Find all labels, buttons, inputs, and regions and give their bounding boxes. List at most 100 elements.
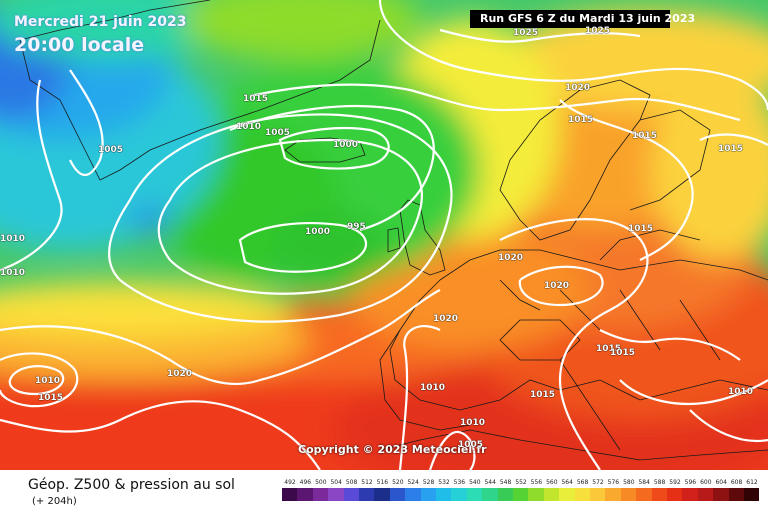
legend-tick: 508 <box>345 479 358 486</box>
legend-tick: 552 <box>515 479 527 486</box>
legend-swatch <box>405 488 421 501</box>
legend-tick: 548 <box>499 479 512 486</box>
run-info: Run GFS 6 Z du Mardi 13 juin 2023 <box>480 12 696 25</box>
isobar-label: 1015 <box>632 131 658 141</box>
isobar-label: 1015 <box>38 393 64 403</box>
legend-tick: 504 <box>330 479 342 486</box>
legend-swatch <box>590 488 606 501</box>
legend-swatch <box>328 488 344 501</box>
legend-tick: 516 <box>376 479 389 486</box>
geopotential-map <box>0 0 768 470</box>
legend-tick: 576 <box>607 479 620 486</box>
isobar-label: 1025 <box>585 26 611 36</box>
isobar-label: 1020 <box>433 314 459 324</box>
legend-tick: 500 <box>315 479 327 486</box>
isobar-label: 1005 <box>98 145 124 155</box>
legend-tick: 540 <box>469 479 481 486</box>
legend-tick: 512 <box>361 479 373 486</box>
isobar-label: 1015 <box>718 144 744 154</box>
legend-swatch <box>636 488 652 501</box>
legend-swatch <box>528 488 544 501</box>
isobar-label: 1015 <box>568 115 594 125</box>
isobar-label: 1020 <box>167 369 193 379</box>
legend-tick: 496 <box>299 479 312 486</box>
isobar-label: 1010 <box>460 418 486 428</box>
isobar-label: 1000 <box>333 140 359 150</box>
legend-swatch <box>728 488 744 501</box>
legend-tick: 556 <box>530 479 543 486</box>
copyright-text: Copyright © 2023 Meteociel.fr <box>298 443 487 456</box>
legend-swatch <box>374 488 390 501</box>
legend-tick: 588 <box>653 479 666 486</box>
isobar-label: 1020 <box>565 83 591 93</box>
run-info-box <box>470 10 670 28</box>
legend-swatch <box>559 488 575 501</box>
isobar-label: 1015 <box>243 94 269 104</box>
isobar-label: 1010 <box>0 268 26 278</box>
legend-tick: 600 <box>700 479 712 486</box>
legend-swatch <box>713 488 729 501</box>
legend-swatch <box>513 488 529 501</box>
isobar-label: 1020 <box>544 281 570 291</box>
legend-swatch <box>497 488 513 501</box>
legend-tick: 544 <box>484 479 496 486</box>
isobar-label: 1025 <box>513 28 539 38</box>
legend-swatch <box>343 488 359 501</box>
isobars <box>0 0 768 470</box>
legend-tick: 584 <box>638 479 650 486</box>
legend-tick: 532 <box>438 479 450 486</box>
geopotential-field <box>0 0 768 470</box>
isobar-label: 1010 <box>0 234 26 244</box>
legend-tick: 592 <box>669 479 681 486</box>
isobar-label: 1010 <box>420 383 446 393</box>
legend-swatch <box>667 488 683 501</box>
chart-title: Géop. Z500 & pression au sol <box>28 477 235 493</box>
isobar-label: 1005 <box>458 440 484 450</box>
isobar-label: 1015 <box>530 390 556 400</box>
legend-tick: 596 <box>684 479 697 486</box>
legend-swatch <box>297 488 313 501</box>
legend-tick: 568 <box>576 479 589 486</box>
legend-swatch <box>744 488 760 501</box>
legend-tick: 520 <box>392 479 404 486</box>
isobar-label: 1020 <box>498 253 524 263</box>
isobar-label: 1015 <box>596 344 622 354</box>
legend-swatch <box>420 488 436 501</box>
isobar-label: 995 <box>347 222 366 232</box>
legend-tick: 604 <box>715 479 727 486</box>
isobar-label: 1010 <box>728 387 754 397</box>
legend-tick: 608 <box>730 479 743 486</box>
isobar-label: 1000 <box>305 227 331 237</box>
forecast-lead: (+ 204h) <box>32 496 77 507</box>
legend-tick: 612 <box>746 479 758 486</box>
forecast-date: Mercredi 21 juin 2023 <box>14 14 187 30</box>
legend-swatch <box>312 488 329 501</box>
coastlines <box>19 0 768 461</box>
legend-swatch <box>682 488 698 501</box>
legend-swatch <box>543 488 560 501</box>
legend-tick: 560 <box>546 479 558 486</box>
legend-swatch <box>605 488 621 501</box>
legend-swatch <box>436 488 452 501</box>
legend-swatch <box>359 488 375 501</box>
isobar-label: 1005 <box>265 128 291 138</box>
isobar-label: 1010 <box>35 376 61 386</box>
legend-tick: 572 <box>592 479 604 486</box>
legend-tick: 536 <box>453 479 466 486</box>
legend-swatch <box>482 488 498 501</box>
legend-swatch <box>282 488 298 501</box>
legend-swatch <box>451 488 467 501</box>
legend-swatch <box>620 488 637 501</box>
legend-swatch <box>697 488 714 501</box>
legend-tick: 528 <box>422 479 435 486</box>
legend-tick: 580 <box>623 479 635 486</box>
legend-tick: 564 <box>561 479 573 486</box>
legend-swatch <box>651 488 667 501</box>
isobar-label: 1015 <box>610 348 636 358</box>
forecast-time: 20:00 locale <box>14 34 145 56</box>
legend-tick: 524 <box>407 479 419 486</box>
isobar-label: 1015 <box>628 224 654 234</box>
legend-swatch <box>389 488 406 501</box>
legend-swatch <box>466 488 483 501</box>
